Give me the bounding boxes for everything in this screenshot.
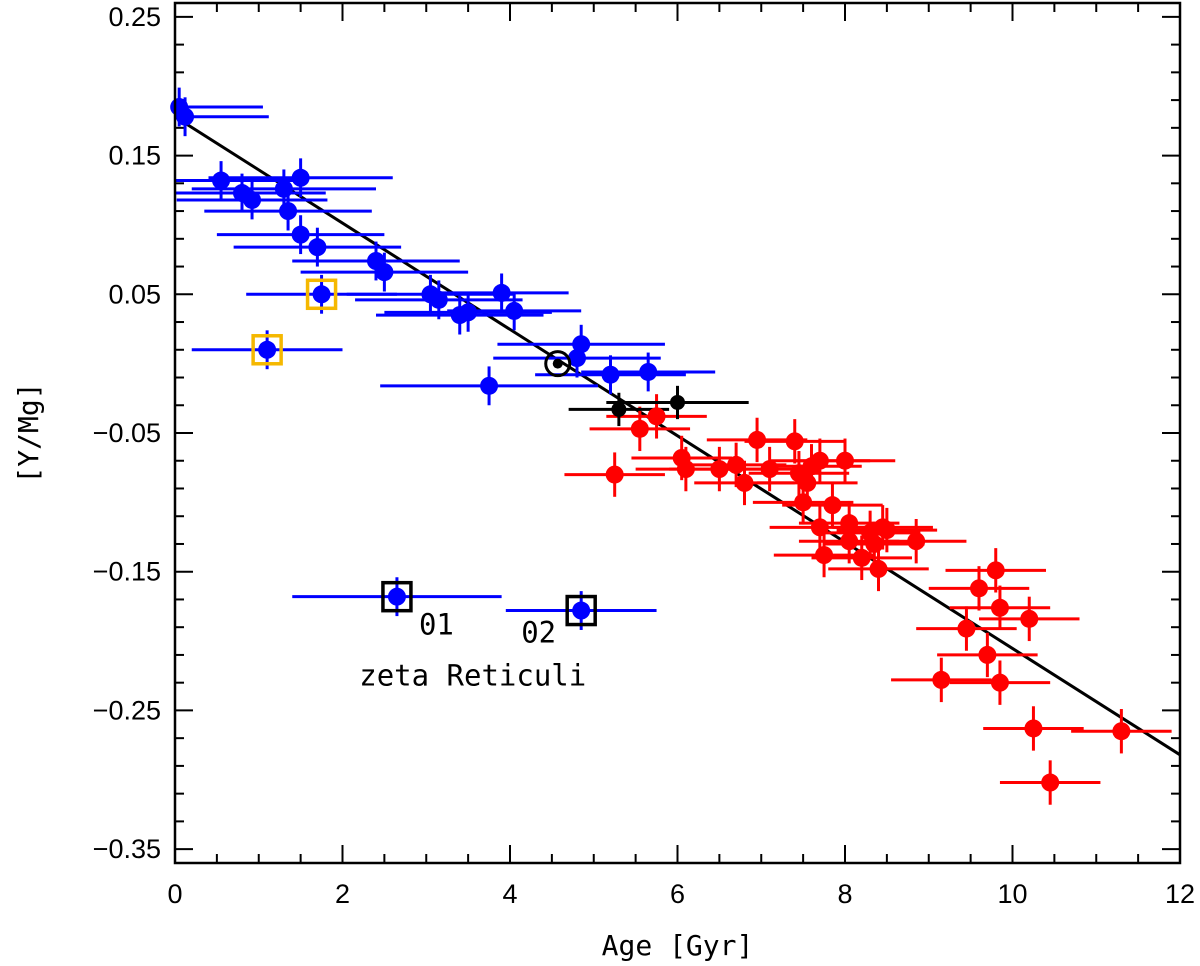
old-data-point <box>990 673 1009 692</box>
plot-frame <box>173 1 1182 865</box>
old-data-point <box>869 559 888 578</box>
annotation-01: 01 <box>419 608 454 642</box>
young-data-point <box>459 303 478 322</box>
old-data-point <box>990 598 1009 617</box>
old-data-point <box>1024 719 1043 738</box>
x-tick-label: 0 <box>167 879 182 909</box>
x-tick-labels: 0 2 4 6 8 10 12 <box>167 879 1195 909</box>
old-data-point <box>1041 773 1060 792</box>
young-data-point <box>291 168 310 187</box>
young-data-point <box>387 587 406 606</box>
young-data-point <box>243 190 262 209</box>
annotation-zeta-reticuli: zeta Reticuli <box>359 659 586 693</box>
young-data-point <box>568 349 586 368</box>
old-data-point <box>794 493 813 512</box>
old-data-point <box>1020 609 1039 628</box>
young-data-point <box>375 263 394 282</box>
young-data-point <box>176 107 195 126</box>
error-bars-layer <box>175 87 1172 805</box>
y-tick-label: 0.15 <box>108 141 161 171</box>
young-data-point <box>572 335 591 354</box>
old-data-point <box>865 534 884 553</box>
old-data-point <box>836 451 854 470</box>
young-data-point <box>480 376 499 395</box>
x-tick-label: 10 <box>997 879 1027 909</box>
x-tick-label: 12 <box>1165 879 1195 909</box>
old-data-point <box>710 460 729 479</box>
young-data-point <box>639 362 658 381</box>
young-data-point <box>572 601 591 620</box>
fit-line <box>174 115 1181 757</box>
young-data-point <box>291 225 310 244</box>
annotation-02: 02 <box>521 616 556 650</box>
y-axis-label: [Y/Mg] <box>12 382 45 483</box>
highlight-markers-layer <box>251 278 597 627</box>
sun-center-dot <box>552 358 563 369</box>
sun-ring-marker <box>544 350 572 378</box>
old-data-point <box>932 670 951 689</box>
young-data-point <box>279 202 298 221</box>
old-data-point <box>605 465 624 484</box>
y-tick-label: −0.15 <box>93 557 161 587</box>
black-highlight-box <box>565 594 597 627</box>
y-tick-labels: 0.25 0.15 0.05 −0.05 −0.15 −0.25 −0.35 <box>93 2 161 864</box>
y-tick-label: −0.25 <box>93 695 161 725</box>
old-data-point <box>907 532 926 551</box>
young-data-point <box>308 238 327 257</box>
young-data-point <box>505 301 524 320</box>
x-tick-label: 8 <box>837 879 852 909</box>
x-tick-label: 2 <box>335 879 350 909</box>
old-data-point <box>877 521 896 540</box>
young-data-point <box>492 283 511 302</box>
intermediate-data-point <box>611 401 627 417</box>
x-tick-label: 4 <box>502 879 517 909</box>
old-data-point <box>748 430 767 449</box>
axis-ticks <box>174 3 1181 863</box>
old-data-point <box>1112 722 1131 741</box>
y-tick-label: 0.25 <box>108 2 161 32</box>
young-data-point <box>429 290 448 309</box>
old-data-point <box>823 496 842 515</box>
x-axis-label: Age [Gyr] <box>602 929 754 962</box>
old-data-point <box>957 619 976 638</box>
old-data-point <box>840 532 859 551</box>
old-data-point <box>727 455 746 474</box>
y-tick-label: 0.05 <box>108 279 161 309</box>
old-data-point <box>798 473 817 492</box>
gold-highlight-box <box>305 278 338 311</box>
old-data-point <box>630 419 649 438</box>
y-tick-label: −0.05 <box>93 418 161 448</box>
old-data-point <box>760 460 779 479</box>
old-data-point <box>810 451 829 470</box>
young-data-point <box>212 171 231 190</box>
x-tick-label: 6 <box>670 879 685 909</box>
black-highlight-box <box>381 580 413 613</box>
data-points-layer <box>170 98 1131 792</box>
young-data-point <box>312 285 331 304</box>
old-data-point <box>840 514 859 533</box>
old-data-point <box>970 579 988 598</box>
old-data-point <box>676 460 695 479</box>
young-data-point <box>601 365 620 384</box>
old-data-point <box>735 473 754 492</box>
fit-line-layer <box>174 115 1181 757</box>
y-tick-label: −0.35 <box>93 834 161 864</box>
old-data-point <box>815 546 834 565</box>
old-data-point <box>810 518 829 537</box>
gold-highlight-box <box>251 334 283 366</box>
intermediate-data-point <box>670 394 685 410</box>
old-data-point <box>785 432 804 451</box>
young-data-point <box>258 340 277 359</box>
young-data-point <box>274 179 293 198</box>
old-data-point <box>647 407 666 426</box>
old-data-point <box>852 548 871 567</box>
old-data-point <box>978 645 997 664</box>
old-data-point <box>986 561 1005 580</box>
